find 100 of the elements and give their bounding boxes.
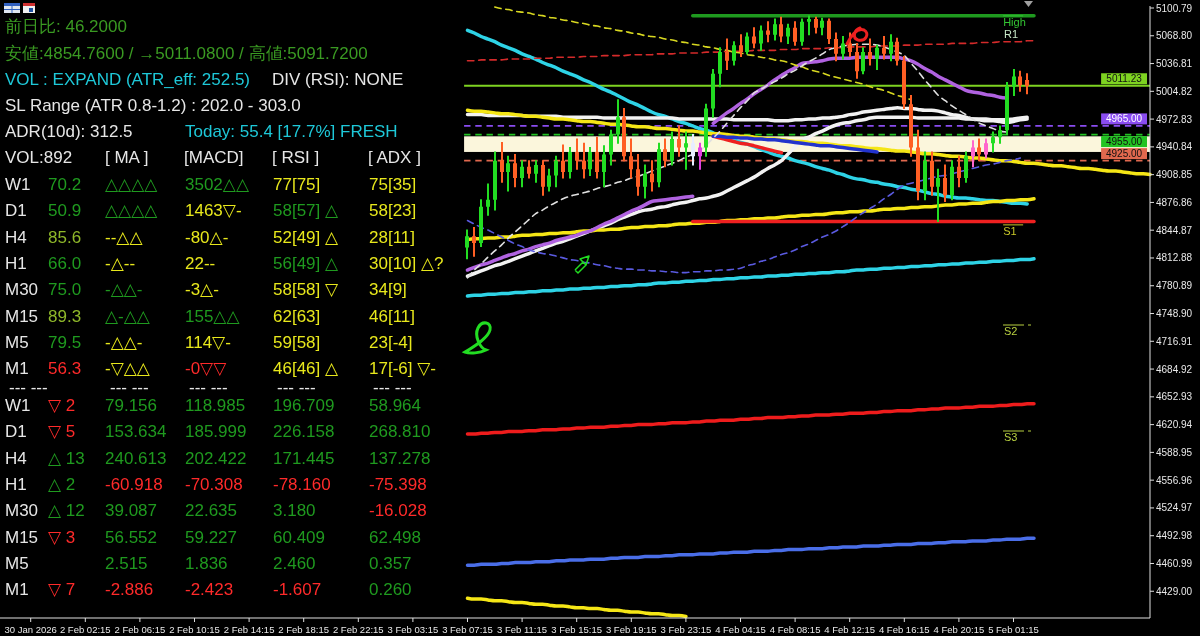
annotation: M15 (5, 527, 39, 546)
annotation: M15 (5, 306, 39, 325)
text: H4 (5, 448, 27, 468)
ref-line-label: 4965.00 (1105, 113, 1143, 125)
annotation: --- --- (277, 377, 316, 397)
y-tick-label: 4524.97 (1156, 502, 1193, 514)
annotation: △-△△ (105, 306, 151, 325)
annotation: △△△△ (105, 174, 159, 194)
text: H1 (5, 474, 27, 494)
annotation: 56.3 (48, 358, 82, 378)
x-tick-label: 3 Feb 23:15 (660, 623, 712, 635)
annotation: S2 (1004, 325, 1018, 337)
annotation: ADR(10d): 312.5 (5, 121, 133, 141)
candlestick (684, 131, 688, 170)
x-tick-label: 3 Feb 11:15 (497, 623, 548, 635)
annotation: 75.0 (48, 279, 82, 299)
y-tick-label: 5036.81 (1156, 58, 1193, 70)
annotation: 39.087 (105, 500, 157, 520)
x-tick-label: 4 Feb 16:15 (878, 623, 930, 635)
annotation: 155△△ (185, 306, 241, 325)
y-tick-label: 4588.95 (1156, 446, 1193, 458)
y-tick-label: 4556.96 (1156, 474, 1193, 486)
annotation: 60.409 (273, 527, 325, 546)
annotation: 62.498 (369, 527, 421, 546)
annotation: 前日比: 46.2000 (5, 16, 127, 36)
annotation: 89.3 (48, 306, 82, 325)
annotation: -60.918 (105, 474, 163, 494)
annotation: VOL : EXPAND (ATR_eff: 252.5) (5, 69, 251, 89)
annotation: 34[9] (369, 279, 407, 299)
annotation: 22.635 (185, 500, 237, 520)
annotation: 137.278 (369, 448, 431, 468)
annotation: 85.6 (48, 227, 82, 247)
y-tick-label: 4652.93 (1156, 391, 1193, 403)
annotation: 58[58] ▽ (273, 279, 339, 299)
annotation: 79.156 (105, 395, 157, 415)
y-tick-label: 5068.80 (1156, 30, 1193, 42)
x-tick-label: 4 Feb 08:15 (769, 623, 821, 635)
annotation: 58[57] △ (273, 200, 339, 220)
annotation: 62[63] (273, 306, 321, 325)
line-series (465, 256, 1036, 298)
x-tick-label: 2 Feb 14:15 (223, 623, 275, 635)
x-tick-label: 2 Feb 02:15 (59, 623, 111, 635)
x-tick-label: 2 Feb 18:15 (278, 623, 330, 635)
annotation: [ MA ] (105, 147, 149, 167)
annotation: -70.308 (185, 474, 243, 494)
y-tick-label: 4429.00 (1156, 585, 1193, 597)
annotation: 2.515 (105, 553, 148, 573)
annotation: 114▽- (185, 332, 231, 352)
x-tick-label: 3 Feb 07:15 (442, 623, 493, 635)
x-tick-label: 3 Feb 19:15 (605, 623, 657, 635)
annotation: 3.180 (273, 500, 316, 520)
annotation: 79.5 (48, 332, 82, 352)
annotation: -75.398 (369, 474, 427, 494)
text: D1 (5, 200, 27, 220)
y-tick-label: 4716.91 (1156, 335, 1193, 347)
y-tick-label: 4748.90 (1156, 308, 1193, 320)
annotation: -2.423 (185, 579, 234, 599)
annotation: ▽ 5 (48, 421, 76, 441)
y-tick-label: 4812.88 (1156, 252, 1193, 264)
annotation: --- --- (373, 377, 412, 397)
annotation: SL Range (ATR 0.8-1.2) : 202.0 - 303.0 (5, 95, 301, 115)
y-tick-label: 5100.79 (1156, 2, 1193, 14)
annotation: 185.999 (185, 421, 247, 441)
annotation: 52[49] △ (273, 227, 339, 247)
annotation: 安値:4854.7600 / →5011.0800 / 高値:5091.7200 (5, 43, 368, 63)
annotation: --- --- (189, 377, 228, 397)
y-tick-label: 4620.94 (1156, 419, 1193, 431)
annotation: 59[58] (273, 332, 321, 352)
ref-line-label: 4955.00 (1105, 136, 1143, 148)
text: D1 (5, 421, 27, 441)
annotation: 56.552 (105, 527, 157, 546)
annotation: S3 (1004, 431, 1018, 443)
annotation: 66.0 (48, 253, 82, 273)
annotation: [MACD] (184, 147, 244, 167)
y-tick-label: 4492.98 (1156, 530, 1193, 542)
annotation: 23[-4] (369, 332, 413, 352)
annotation: △ 2 (48, 474, 76, 494)
annotation: 2.460 (273, 553, 316, 573)
line-series (711, 134, 879, 154)
line-series (465, 596, 688, 619)
annotation: W1 (5, 395, 31, 415)
x-tick-label: 30 Jan 2026 (4, 623, 57, 635)
annotation: R1 (1004, 28, 1019, 40)
annotation: Today: 55.4 [17.7%] FRESH (185, 121, 398, 141)
annotation: 268.810 (369, 421, 431, 441)
ref-line-label: 5011.23 (1106, 73, 1143, 85)
annotation: △ 12 (48, 500, 85, 520)
annotation: 202.422 (185, 448, 247, 468)
x-tick-label: 2 Feb 22:15 (332, 623, 384, 635)
y-tick-label: 4908.85 (1156, 169, 1193, 181)
annotation: ▽ 3 (48, 527, 76, 546)
annotation: 196.709 (273, 395, 335, 415)
y-tick-label: 4844.87 (1156, 224, 1193, 236)
x-tick-label: 4 Feb 20:15 (933, 623, 985, 635)
y-tick-label: 4780.89 (1156, 280, 1193, 292)
annotation: -2.886 (105, 579, 154, 599)
annotation: -△△- (105, 279, 143, 299)
line-series (465, 536, 1036, 567)
x-tick-label: 5 Feb 01:15 (988, 623, 1039, 635)
annotation: -3△- (185, 279, 219, 299)
